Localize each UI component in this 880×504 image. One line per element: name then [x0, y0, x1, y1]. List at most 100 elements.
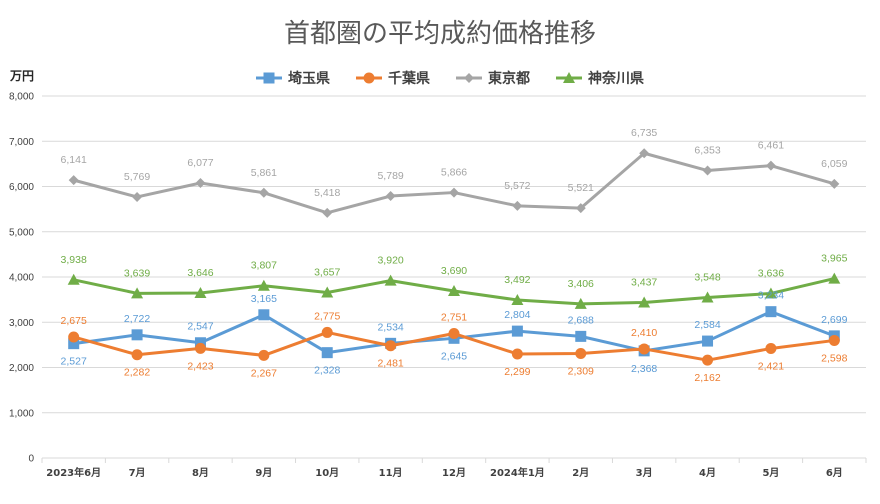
y-tick-label: 7,000 [9, 137, 34, 148]
data-label: 2,423 [187, 360, 213, 372]
legend-label: 東京都 [488, 70, 530, 87]
y-tick-label: 4,000 [9, 273, 34, 284]
y-axis-unit: 万円 [9, 69, 34, 83]
data-point [385, 191, 396, 202]
data-point [511, 325, 523, 337]
data-label: 3,690 [441, 265, 467, 277]
data-label: 3,492 [504, 274, 530, 286]
data-point [132, 191, 143, 202]
data-point [639, 148, 650, 159]
data-point [829, 178, 840, 189]
y-tick-label: 3,000 [9, 318, 34, 329]
legend-label: 千葉県 [388, 70, 430, 87]
x-tick-label: 8月 [192, 467, 209, 479]
data-label: 2,584 [694, 319, 720, 331]
y-tick-label: 8,000 [9, 92, 34, 103]
data-point [765, 306, 777, 318]
x-tick-label: 12月 [442, 467, 466, 479]
data-point [131, 349, 143, 361]
data-label: 2,282 [124, 367, 150, 379]
data-point [322, 207, 333, 218]
data-point [258, 349, 270, 361]
data-point [574, 297, 587, 309]
data-point [131, 287, 144, 299]
data-label: 2,547 [187, 321, 213, 333]
data-point [512, 200, 523, 211]
grid [41, 95, 867, 463]
data-label: 2,751 [441, 312, 467, 324]
data-point [131, 329, 143, 341]
data-point [828, 272, 841, 284]
y-tick-label: 5,000 [9, 227, 34, 238]
x-tick-label: 9月 [255, 467, 272, 479]
data-label: 2,775 [314, 310, 340, 322]
data-label: 3,965 [821, 253, 847, 265]
data-label: 3,636 [758, 267, 784, 279]
data-label: 5,866 [441, 167, 467, 179]
data-point [321, 286, 334, 298]
data-point [195, 178, 206, 189]
data-label: 2,598 [821, 352, 847, 364]
data-label: 2,410 [631, 327, 657, 339]
data-label: 2,675 [61, 315, 87, 327]
x-axis: 2023年6月 7月 8月 9月 10月 11月 12月 2024年1月 2月 3月 4月 5月 6月 [46, 466, 842, 479]
x-tick-label: 3月 [636, 467, 653, 479]
data-label: 2,267 [251, 367, 277, 379]
data-point [765, 160, 776, 171]
data-point [449, 187, 459, 198]
data-label: 2,299 [504, 366, 530, 378]
data-label: 6,059 [821, 158, 847, 170]
legend: 埼玉県 千葉県 東京都 神奈川県 [256, 70, 644, 87]
data-point [384, 274, 397, 286]
x-tick-label: 2月 [572, 467, 589, 479]
data-label: 3,807 [251, 260, 277, 272]
data-point [258, 187, 269, 198]
data-point [702, 165, 713, 176]
legend-label: 埼玉県 [288, 70, 330, 87]
data-label: 3,234 [758, 290, 784, 302]
data-point [702, 354, 714, 366]
data-label: 2,162 [694, 372, 720, 384]
data-label: 2,722 [124, 313, 150, 325]
data-point [67, 273, 80, 285]
x-tick-label: 4月 [699, 467, 716, 479]
data-label: 5,861 [251, 167, 277, 179]
data-label: 3,646 [187, 267, 213, 279]
data-label: 5,572 [504, 180, 530, 192]
legend-marker [464, 73, 474, 83]
legend-label: 神奈川県 [588, 70, 644, 87]
y-tick-label: 1,000 [9, 408, 34, 419]
data-label: 2,368 [631, 363, 657, 375]
legend-marker [263, 72, 275, 84]
x-tick-label: 2023年6月 [46, 466, 101, 479]
data-label: 6,735 [631, 127, 657, 139]
data-point [638, 296, 651, 308]
data-point [764, 287, 777, 299]
data-label: 2,804 [504, 309, 530, 321]
y-tick-label: 6,000 [9, 182, 34, 193]
data-label: 6,141 [61, 154, 87, 166]
data-label: 2,645 [441, 350, 467, 362]
data-point [448, 285, 460, 297]
data-label: 5,769 [124, 171, 150, 183]
chart-title: 首都圏の平均成約価格推移 [284, 19, 596, 49]
data-point [828, 334, 840, 346]
data-label: 3,548 [694, 271, 720, 283]
data-point [257, 279, 270, 291]
data-label: 2,534 [377, 321, 403, 333]
data-label: 3,920 [377, 255, 403, 267]
x-tick-label: 5月 [762, 467, 779, 479]
data-label: 6,461 [758, 140, 784, 152]
data-point [448, 328, 460, 340]
y-axis: 0 1,000 2,000 3,000 4,000 5,000 6,000 7,000 8,00… [9, 92, 34, 465]
data-label: 3,657 [314, 267, 340, 279]
data-label: 2,421 [758, 360, 784, 372]
data-point [194, 337, 206, 349]
x-tick-label: 7月 [129, 467, 146, 479]
x-tick-label: 11月 [379, 467, 403, 479]
data-point [194, 287, 207, 299]
data-label: 2,481 [377, 358, 403, 370]
data-point [321, 347, 333, 359]
x-tick-label: 10月 [315, 467, 339, 479]
